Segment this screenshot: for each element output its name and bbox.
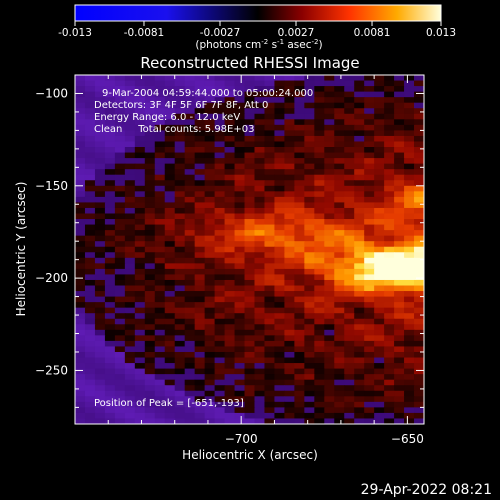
axis-ticks: −700−650−600−100−150−200−250 [35,74,424,446]
x-tick-label: −700 [225,432,258,446]
plot-frame [74,74,425,425]
unit-part-2: s [268,39,277,51]
heatmap-image [75,75,424,424]
y-tick-label: −100 [35,86,68,100]
unit-part-1: (photons cm [195,39,261,51]
colorbar-tick-label: -0.0027 [200,27,241,39]
y-tick-label: −200 [35,271,68,285]
unit-part-4: ) [319,39,323,51]
unit-sup-3: -2 [312,38,319,46]
colorbar-tick-label: 0.013 [426,27,456,39]
info-time-range: 9-Mar-2004 04:59:44.000 to 05:00:24.000 [102,88,313,99]
info-clean-counts: Clean Total counts: 5.98E+03 [94,124,254,135]
colorbar-unit-label: (photons cm-2 s-1 asec-2) [195,38,322,51]
colorbar-tick-label: -0.0081 [124,27,165,39]
colorbar-tick-label: -0.013 [58,27,92,39]
info-block: 9-Mar-2004 04:59:44.000 to 05:00:24.000 … [94,88,313,135]
chart-title: Reconstructed RHESSI Image [140,54,359,72]
colorbar [74,4,442,22]
info-energy-range: Energy Range: 6.0 - 12.0 keV [94,112,240,123]
x-axis-label: Heliocentric X (arcsec) [182,448,318,462]
unit-part-3: asec [284,39,312,51]
colorbar-tick-label: 0.0081 [354,27,391,39]
y-axis-label: Heliocentric Y (arcsec) [14,182,28,317]
unit-sup-1: -2 [261,38,268,46]
colorbar-tick-label: 0.0027 [278,27,315,39]
info-detectors: Detectors: 3F 4F 5F 6F 7F 8F, Att 0 [94,100,268,111]
footer-date: 29-Apr-2022 08:21 [361,482,492,498]
colorbar-ticks: -0.013 -0.0081 -0.0027 0.0027 0.0081 0.013 [58,21,456,39]
x-tick-label: −650 [391,432,424,446]
y-tick-label: −150 [35,179,68,193]
unit-sup-2: -1 [277,38,284,46]
y-tick-label: −250 [35,363,68,377]
peak-position-label: Position of Peak = [-651,-193] [94,398,244,409]
